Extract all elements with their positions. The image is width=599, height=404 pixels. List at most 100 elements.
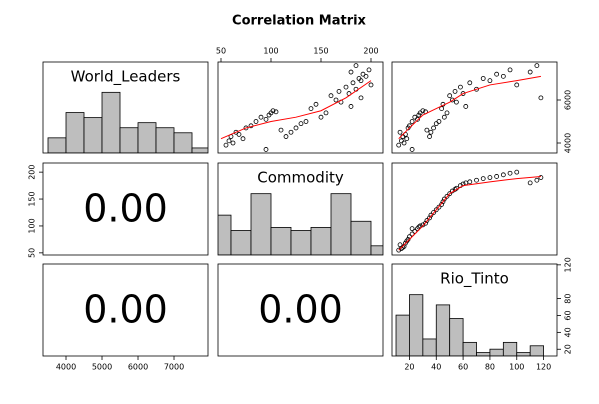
smooth-line: [398, 75, 541, 140]
histogram-bar: [250, 193, 272, 255]
scatter-point: [494, 71, 500, 77]
histogram-bar: [476, 352, 491, 356]
scatter-point: [396, 142, 402, 148]
scatter-point: [298, 121, 304, 127]
scatter-point: [460, 91, 466, 96]
panel-frame: [391, 162, 558, 256]
scatter-point: [303, 119, 309, 124]
y-tick-label: 40: [564, 327, 573, 337]
scatter-point: [534, 177, 540, 183]
scatter-point: [323, 110, 329, 116]
scatter-point: [527, 69, 533, 75]
scatter-point: [428, 129, 434, 135]
scatter-point: [500, 172, 506, 178]
scatter-point: [348, 104, 354, 109]
scatter-point: [441, 114, 447, 120]
y-tick-label: 50: [28, 248, 37, 258]
scatter-point: [514, 169, 520, 175]
scatter-point: [223, 142, 229, 148]
scatter-point: [444, 110, 450, 116]
scatter-point: [293, 125, 299, 131]
panel-frame: [217, 263, 384, 357]
scatter-point: [431, 125, 436, 131]
scatter-point: [433, 121, 439, 127]
scatter-point: [318, 114, 324, 120]
scatter-point: [336, 88, 342, 94]
x-tick-label: 60: [458, 363, 468, 372]
scatter-point: [480, 76, 486, 81]
scatter-point: [409, 147, 415, 152]
scatter-point: [467, 179, 473, 185]
histogram-bar: [230, 230, 252, 255]
panel-frame: [42, 162, 209, 256]
histogram-bar: [502, 341, 518, 356]
scatter-point: [348, 69, 354, 75]
y-tick-label: 6000: [564, 90, 573, 110]
histogram-bar: [435, 304, 451, 356]
histogram-bar: [137, 122, 157, 153]
panel-frame: [42, 61, 209, 154]
y-tick-label: 80: [564, 294, 573, 304]
scatter-point: [409, 226, 415, 232]
scatter-point: [401, 140, 407, 146]
scatter-point: [439, 202, 445, 207]
scatter-point: [412, 114, 418, 120]
scatter-point: [487, 78, 493, 84]
scatter-point: [328, 93, 334, 99]
histogram-bar: [47, 137, 67, 153]
scatter-point: [404, 136, 410, 142]
scatter-point: [270, 108, 276, 114]
scatter-point: [507, 67, 513, 73]
scatter-point: [441, 196, 447, 202]
scatter-point: [534, 63, 540, 68]
scatter-point: [500, 73, 506, 79]
panel-content: [395, 294, 544, 356]
histogram-bar: [83, 117, 103, 153]
scatter-point: [467, 80, 473, 86]
correlation-label: 0.00: [258, 288, 343, 332]
y-tick-label: 100: [28, 218, 37, 233]
y-tick-label: 4000: [564, 133, 573, 153]
scatter-point: [283, 134, 289, 139]
correlation-label: 0.00: [83, 288, 168, 332]
scatter-point: [474, 86, 479, 92]
scatter-point: [343, 84, 349, 90]
x-tick-label: 120: [536, 363, 551, 372]
scatter-point: [444, 193, 450, 199]
scatter-point: [409, 119, 415, 124]
histogram-bar: [270, 226, 292, 255]
x-tick-label: 5000: [92, 363, 112, 372]
scatter-point: [447, 93, 453, 99]
correlation-label: 0.00: [83, 187, 168, 231]
histogram-bar: [290, 230, 312, 255]
scatter-point: [415, 116, 420, 122]
x-tick-label: 6000: [128, 363, 148, 372]
histogram-bar: [395, 314, 410, 356]
scatter-point: [440, 199, 446, 205]
scatter-point: [538, 95, 544, 101]
scatter-point: [416, 224, 422, 230]
x-tick-label: 150: [313, 47, 328, 56]
scatter-point: [350, 80, 356, 86]
scatter-point: [423, 220, 428, 226]
scatter-point: [436, 119, 442, 124]
scatter-point: [420, 108, 426, 114]
x-tick-label: 80: [485, 363, 495, 372]
scatter-point: [226, 138, 232, 144]
variable-name: Commodity: [257, 169, 344, 187]
scatter-point: [424, 127, 430, 133]
scatter-point: [439, 106, 445, 111]
scatter-point: [487, 175, 493, 180]
panel-content: [218, 193, 383, 255]
scatter-point: [353, 63, 359, 68]
y-tick-label: 20: [564, 344, 573, 354]
y-tick-label: 60: [564, 310, 573, 320]
scatter-point: [397, 242, 403, 248]
x-tick-label: 50: [216, 47, 226, 56]
variable-name: World_Leaders: [71, 68, 181, 87]
panel-content: [396, 169, 544, 253]
scatter-point: [436, 204, 442, 210]
x-tick-label: 200: [363, 47, 378, 56]
scatter-point: [507, 170, 513, 176]
histogram-bar: [101, 91, 121, 153]
